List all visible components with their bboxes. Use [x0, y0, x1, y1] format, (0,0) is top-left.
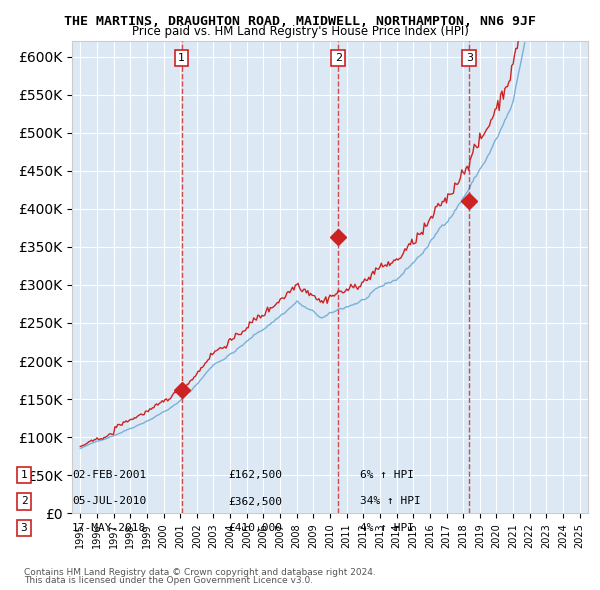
Text: 02-FEB-2001: 02-FEB-2001: [72, 470, 146, 480]
Text: £410,000: £410,000: [228, 523, 282, 533]
Text: 2: 2: [20, 497, 28, 506]
Text: 6% ↑ HPI: 6% ↑ HPI: [360, 470, 414, 480]
Text: THE MARTINS, DRAUGHTON ROAD, MAIDWELL, NORTHAMPTON, NN6 9JF: THE MARTINS, DRAUGHTON ROAD, MAIDWELL, N…: [64, 15, 536, 28]
Text: 3: 3: [20, 523, 28, 533]
Text: 4% ↑ HPI: 4% ↑ HPI: [360, 523, 414, 533]
Text: 34% ↑ HPI: 34% ↑ HPI: [360, 497, 421, 506]
Text: 1: 1: [20, 470, 28, 480]
Text: 05-JUL-2010: 05-JUL-2010: [72, 497, 146, 506]
Text: 3: 3: [466, 53, 473, 63]
Text: 1: 1: [178, 53, 185, 63]
Text: £162,500: £162,500: [228, 470, 282, 480]
Text: Price paid vs. HM Land Registry's House Price Index (HPI): Price paid vs. HM Land Registry's House …: [131, 25, 469, 38]
Text: This data is licensed under the Open Government Licence v3.0.: This data is licensed under the Open Gov…: [24, 576, 313, 585]
Text: £362,500: £362,500: [228, 497, 282, 506]
Text: Contains HM Land Registry data © Crown copyright and database right 2024.: Contains HM Land Registry data © Crown c…: [24, 568, 376, 577]
Text: 2: 2: [335, 53, 342, 63]
Text: 17-MAY-2018: 17-MAY-2018: [72, 523, 146, 533]
